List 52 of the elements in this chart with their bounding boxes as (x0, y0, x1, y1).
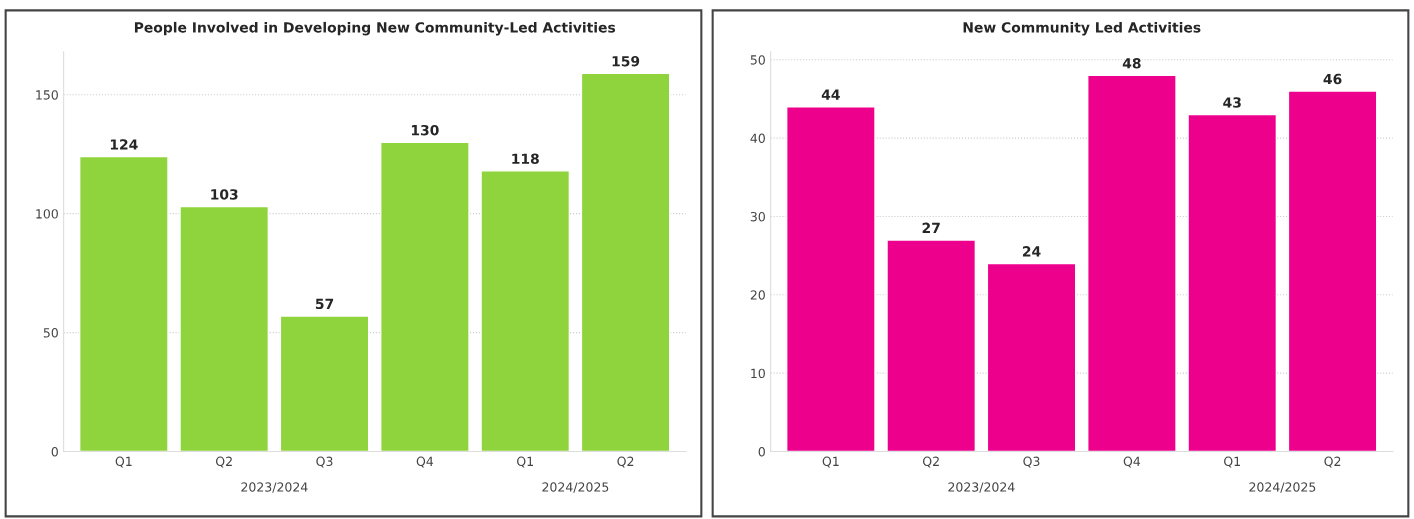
data-label: 46 (1323, 73, 1342, 85)
y-tick-label: 50 (750, 55, 765, 65)
data-label: 159 (612, 55, 640, 67)
bar (1087, 74, 1177, 452)
x-tick-label: Q1 (517, 456, 533, 468)
y-tick-label: 20 (750, 290, 765, 300)
text: 2023/2024 (241, 482, 308, 493)
chart-title: People Involved in Developing New Community-Led Activities (134, 21, 616, 36)
x-tick-label: Q3 (316, 456, 333, 468)
text: 2023/2024 (948, 482, 1015, 493)
bar (986, 262, 1077, 452)
bar (785, 106, 876, 452)
data-label: 24 (1022, 246, 1041, 257)
x-tick-label: Q2 (922, 456, 939, 468)
x-tick-label: Q1 (1224, 456, 1240, 468)
y-tick-label: 30 (750, 211, 765, 222)
y-tick-label: 100 (36, 209, 58, 219)
data-label: 124 (110, 139, 138, 150)
y-tick-label: 0 (758, 447, 765, 457)
x-tick-label: Q2 (617, 456, 634, 468)
text: 2024/2025 (1249, 482, 1316, 493)
x-tick-label: Q4 (1123, 456, 1141, 468)
data-label: 43 (1223, 97, 1241, 108)
y-tick-label: 40 (750, 133, 765, 144)
bar (78, 155, 169, 452)
x-tick-label: Q1 (115, 456, 132, 468)
bar (580, 72, 671, 452)
bar (1187, 113, 1278, 452)
bar (279, 315, 370, 452)
y-tick-label: 0 (51, 447, 58, 457)
y-tick-label: 50 (43, 328, 58, 338)
bar (179, 205, 270, 452)
data-label: 103 (211, 189, 238, 200)
x-tick-label: Q2 (215, 456, 232, 468)
x-tick-label: Q2 (1324, 456, 1341, 468)
chart-title: New Community Led Activities (963, 21, 1201, 36)
y-tick-label: 150 (36, 90, 58, 100)
data-label: 44 (821, 89, 840, 100)
data-label: 118 (512, 153, 539, 164)
data-label: 48 (1122, 58, 1141, 69)
x-tick-label: Q4 (416, 456, 434, 468)
bar (1287, 90, 1378, 452)
bar (380, 141, 470, 452)
text: 2024/2025 (542, 482, 609, 493)
data-label: 27 (922, 222, 940, 233)
x-tick-label: Q3 (1023, 456, 1040, 468)
data-label: 130 (411, 124, 439, 136)
x-tick-label: Q1 (822, 456, 839, 468)
bar (480, 170, 571, 452)
bar (886, 239, 977, 452)
y-tick-label: 10 (751, 368, 765, 379)
data-label: 57 (315, 298, 334, 310)
